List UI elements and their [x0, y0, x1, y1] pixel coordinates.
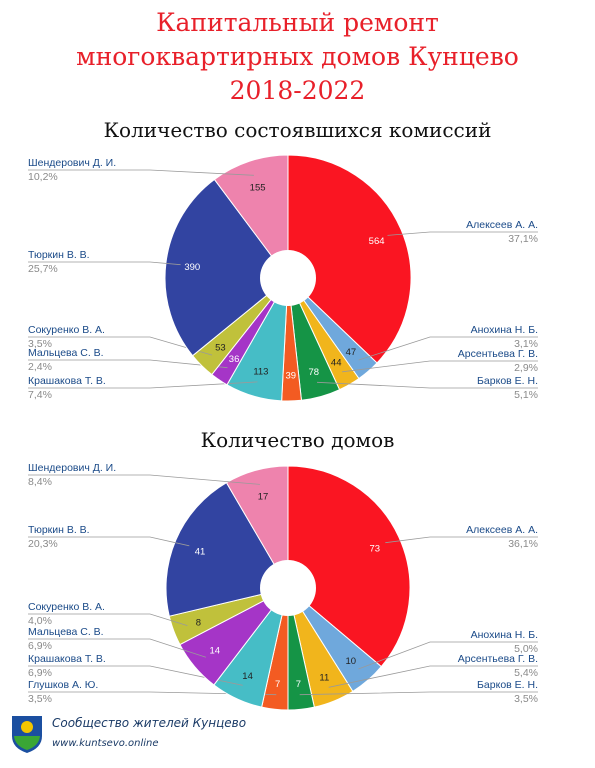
- chart-1-legend-percent-2: 2,9%: [514, 362, 538, 374]
- pie-chart-commissions: 564 Алексеев А. А. 37,1% 47 Анохина Н. Б. 3,1…: [28, 154, 538, 402]
- chart-2-legend-percent-6: 6,9%: [28, 640, 52, 652]
- chart-1-title: Количество состоявшихся комиссий: [103, 118, 492, 142]
- chart-2-value-label-0: 73: [370, 544, 381, 555]
- chart-2-leader-line-0: [385, 536, 538, 544]
- footer: Сообщество жителей Кунцево www.kuntsevo.…: [10, 710, 310, 760]
- chart-1-value-label-1: 47: [346, 347, 357, 358]
- chart-2-legend-name-8: Тюркин В. В.: [28, 524, 90, 536]
- chart-2-value-label-5: 14: [242, 671, 253, 682]
- chart-1-leader-line-0: [387, 231, 538, 236]
- chart-1-legend-name-3: Барков Е. Н.: [477, 375, 538, 387]
- chart-1-legend-percent-5: 7,4%: [28, 389, 52, 401]
- chart-1-donut-hole: [260, 250, 316, 306]
- chart-2-value-label-8: 41: [195, 546, 206, 557]
- chart-2-legend-name-6: Мальцева С. В.: [28, 626, 104, 638]
- chart-1-value-label-3: 78: [309, 367, 320, 378]
- chart-2-leader-line-1: [358, 641, 538, 670]
- chart-2-legend-percent-0: 36,1%: [508, 538, 538, 550]
- chart-1-value-label-8: 390: [184, 262, 200, 273]
- pie-chart-houses: 73 Алексеев А. А. 36,1% 10 Анохина Н. Б. 5,0%…: [28, 462, 538, 711]
- chart-2-leader-line-8: [28, 536, 190, 547]
- chart-1-value-label-6: 36: [229, 354, 240, 365]
- page-title: Капитальный ремонт многоквартирных домов…: [0, 6, 595, 108]
- chart-1-value-label-4: 39: [286, 370, 297, 381]
- chart-2-title: Количество домов: [200, 428, 395, 452]
- chart-2-slice-0: [287, 465, 411, 668]
- chart-1-legend-name-8: Тюркин В. В.: [28, 249, 90, 261]
- chart-2-legend-name-7: Сокуренко В. А.: [28, 601, 105, 613]
- chart-2-value-label-4: 7: [275, 679, 280, 690]
- title-line-3: 2018-2022: [229, 76, 366, 105]
- chart-1-leader-line-8: [28, 261, 181, 266]
- chart-1-legend-percent-0: 37,1%: [508, 233, 538, 245]
- chart-2-legend-percent-4: 3,5%: [28, 693, 52, 705]
- chart-2-legend-percent-1: 5,0%: [514, 643, 538, 655]
- chart-2-slice-9: [225, 465, 289, 590]
- chart-1-leader-line-3: [316, 381, 538, 389]
- chart-1-slice-9: [213, 154, 289, 280]
- chart-2-leader-line-6: [28, 638, 207, 658]
- chart-1-legend-name-9: Шендерович Д. И.: [28, 157, 116, 169]
- chart-2-legend-name-4: Глушков А. Ю.: [28, 679, 98, 691]
- community-logo-icon: [12, 716, 42, 753]
- chart-2-donut-hole: [260, 560, 316, 616]
- chart-1-legend-name-6: Мальцева С. В.: [28, 347, 104, 359]
- community-name: Сообщество жителей Кунцево: [52, 716, 247, 730]
- title-line-2: многоквартирных домов Кунцево: [76, 42, 519, 71]
- chart-2-legend-name-9: Шендерович Д. И.: [28, 462, 116, 474]
- chart-2-legend-percent-9: 8,4%: [28, 476, 52, 488]
- community-url: www.kuntsevo.online: [52, 738, 159, 749]
- chart-1-leader-line-1: [358, 336, 538, 361]
- chart-2-value-label-1: 10: [346, 656, 357, 667]
- chart-2-leader-line-7: [28, 613, 188, 626]
- chart-1-legend-name-7: Сокуренко В. А.: [28, 324, 105, 336]
- chart-2-leader-line-9: [28, 474, 260, 485]
- chart-1-legend-percent-1: 3,1%: [514, 338, 538, 350]
- chart-2-legend-name-3: Барков Е. Н.: [477, 679, 538, 691]
- chart-2-value-label-7: 8: [196, 618, 201, 629]
- chart-2-value-label-6: 14: [210, 646, 221, 657]
- chart-2-legend-percent-7: 4,0%: [28, 615, 52, 627]
- chart-1-leader-line-9: [28, 169, 254, 176]
- chart-1-legend-percent-3: 5,1%: [514, 389, 538, 401]
- chart-2-legend-name-0: Алексеев А. А.: [466, 524, 538, 536]
- chart-1-legend-percent-8: 25,7%: [28, 263, 58, 275]
- chart-2-leader-line-3: [299, 691, 538, 696]
- chart-1-legend-name-2: Арсентьева Г. В.: [458, 348, 538, 360]
- chart-1-legend-name-0: Алексеев А. А.: [466, 219, 538, 231]
- chart-1-legend-percent-7: 3,5%: [28, 338, 52, 350]
- chart-2-legend-name-1: Анохина Н. Б.: [471, 629, 538, 641]
- chart-2-value-label-9: 17: [258, 492, 269, 503]
- chart-1-value-label-7: 53: [215, 343, 226, 354]
- chart-1-leader-line-2: [342, 360, 538, 373]
- chart-1-value-label-2: 44: [331, 358, 342, 369]
- chart-1-value-label-5: 113: [253, 367, 268, 378]
- chart-1-slice-0: [287, 154, 412, 364]
- chart-2-legend-name-2: Арсентьева Г. В.: [458, 653, 538, 665]
- chart-2-legend-percent-3: 3,5%: [514, 693, 538, 705]
- title-line-1: Капитальный ремонт: [156, 8, 439, 37]
- chart-2-slice-8: [165, 481, 289, 617]
- chart-1-slice-8: [164, 178, 289, 357]
- chart-2-value-label-2: 11: [319, 673, 329, 684]
- chart-2-legend-percent-8: 20,3%: [28, 538, 58, 550]
- chart-1-legend-name-5: Крашакова Т. В.: [28, 375, 106, 387]
- chart-1-value-label-0: 564: [369, 236, 385, 247]
- chart-2-value-label-3: 7: [296, 679, 301, 690]
- chart-1-legend-percent-6: 2,4%: [28, 361, 52, 373]
- chart-1-leader-line-5: [28, 381, 258, 389]
- chart-1-value-label-9: 155: [250, 183, 266, 194]
- chart-1-legend-name-1: Анохина Н. Б.: [471, 324, 538, 336]
- chart-2-leader-line-2: [328, 665, 538, 688]
- chart-2-legend-percent-2: 5,4%: [514, 667, 538, 679]
- chart-1-legend-percent-9: 10,2%: [28, 171, 58, 183]
- chart-2-legend-percent-5: 6,9%: [28, 667, 52, 679]
- chart-2-legend-name-5: Крашакова Т. В.: [28, 653, 106, 665]
